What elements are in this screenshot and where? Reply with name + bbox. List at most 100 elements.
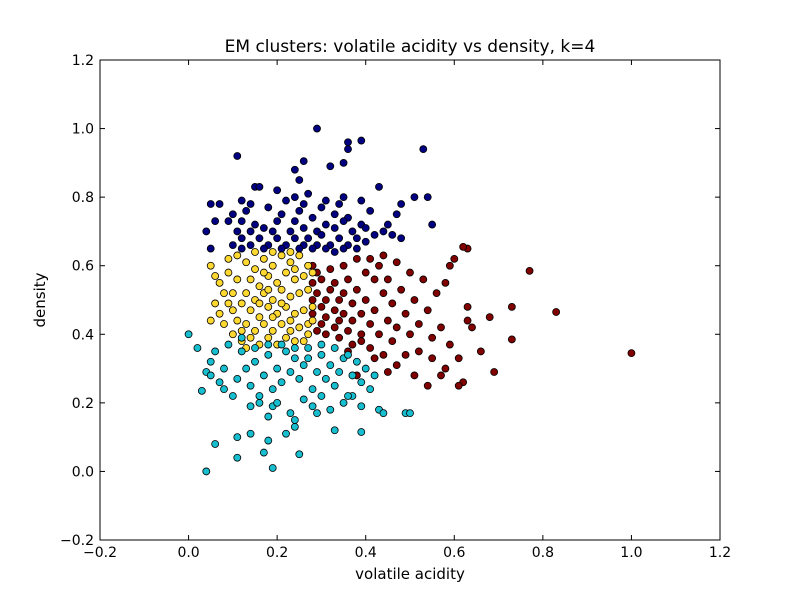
data-point-s1-86	[392, 361, 401, 370]
data-point-s1-30	[410, 296, 419, 304]
data-point-s1-81	[308, 309, 317, 318]
data-point-s1-27	[419, 275, 428, 284]
x-tick-label: 1.2	[709, 545, 731, 561]
data-point-s0-26	[246, 200, 255, 208]
data-point-s1-48	[366, 344, 375, 352]
data-point-s1-76	[317, 320, 326, 328]
data-point-s3-16	[290, 416, 299, 424]
data-point-s1-15	[450, 254, 459, 263]
data-point-s3-38	[259, 371, 268, 380]
data-point-s0-54	[246, 227, 255, 236]
data-point-s1-28	[414, 320, 423, 328]
data-point-s3-31	[220, 385, 228, 394]
data-point-s2-77	[255, 299, 264, 308]
data-point-s0-90	[339, 244, 348, 253]
data-point-s0-13	[295, 176, 304, 184]
data-point-s0-67	[290, 234, 299, 243]
data-point-s3-75	[237, 333, 246, 342]
data-point-s2-50	[277, 320, 286, 328]
data-point-s2-73	[259, 268, 268, 277]
data-point-s1-36	[392, 323, 401, 332]
data-point-s0-71	[352, 234, 361, 243]
data-point-s2-34	[268, 296, 277, 304]
data-point-s0-44	[273, 217, 282, 226]
data-point-s3-67	[251, 344, 259, 352]
data-point-s1-71	[326, 265, 335, 274]
data-point-s0-60	[330, 224, 339, 232]
data-point-s3-63	[370, 371, 379, 380]
data-point-s0-87	[295, 244, 304, 253]
data-point-s1-16	[454, 354, 463, 363]
data-point-s3-79	[317, 392, 326, 400]
data-point-s2-16	[242, 258, 251, 267]
data-point-s3-6	[264, 436, 273, 445]
data-point-s3-65	[220, 364, 228, 373]
data-point-s0-19	[423, 193, 432, 202]
data-point-s2-18	[259, 254, 268, 263]
data-point-s3-41	[273, 364, 282, 373]
data-point-s3-76	[224, 340, 233, 349]
data-point-s1-47	[370, 275, 379, 284]
data-point-s3-18	[255, 398, 264, 407]
data-point-s2-70	[251, 248, 259, 256]
data-point-s1-23	[428, 354, 437, 363]
points-layer	[184, 124, 636, 476]
data-point-s2-7	[237, 326, 246, 335]
data-point-s3-39	[264, 350, 273, 359]
data-point-s0-88	[308, 244, 317, 253]
data-point-s3-17	[264, 412, 273, 421]
data-point-s3-47	[299, 361, 308, 370]
plot-frame	[99, 59, 721, 541]
x-tick-label: 0.2	[266, 545, 288, 561]
data-point-s3-4	[295, 450, 304, 459]
data-point-s1-51	[361, 268, 370, 277]
data-point-s2-44	[290, 309, 299, 318]
data-point-s0-63	[379, 227, 388, 236]
data-point-s2-59	[290, 337, 299, 346]
data-point-s0-9	[290, 165, 299, 174]
data-point-s3-35	[246, 381, 255, 390]
data-point-s0-24	[206, 200, 215, 208]
data-point-s3-70	[290, 344, 299, 352]
data-point-s3-7	[282, 429, 290, 438]
data-point-s1-18	[445, 340, 454, 349]
data-point-s1-60	[344, 326, 352, 335]
data-point-s0-83	[361, 237, 370, 246]
data-point-s1-57	[348, 316, 357, 325]
data-point-s2-40	[255, 313, 264, 322]
data-point-s0-27	[299, 200, 308, 208]
data-point-s1-39	[388, 299, 397, 308]
data-point-s2-38	[304, 285, 313, 294]
data-point-s2-60	[299, 337, 308, 346]
x-tick-label: 0.8	[532, 545, 554, 561]
data-point-s3-12	[330, 426, 339, 435]
data-point-s0-40	[211, 217, 220, 226]
data-point-s0-38	[366, 206, 375, 215]
data-point-s1-69	[330, 306, 339, 315]
data-point-s3-61	[361, 364, 370, 373]
data-point-s1-20	[437, 371, 445, 380]
y-tick-label: 0.4	[72, 327, 94, 343]
data-point-s0-28	[335, 200, 344, 208]
data-point-s1-75	[317, 275, 326, 284]
data-point-s0-21	[282, 196, 290, 205]
data-point-s1-74	[321, 296, 330, 304]
data-point-s1-4	[507, 335, 516, 344]
data-point-s2-76	[286, 316, 295, 325]
data-point-s3-25	[184, 330, 193, 339]
data-point-s3-8	[233, 433, 242, 442]
data-point-s1-9	[459, 242, 468, 251]
data-point-s3-62	[366, 385, 375, 394]
data-point-s2-31	[242, 289, 251, 298]
data-point-s0-7	[339, 158, 348, 167]
data-point-s2-46	[242, 320, 251, 328]
data-point-s2-11	[220, 320, 228, 328]
data-point-s0-22	[321, 196, 330, 205]
data-point-s3-68	[264, 340, 273, 349]
data-point-s2-48	[259, 320, 268, 328]
data-point-s3-1	[268, 464, 277, 472]
data-point-s0-17	[339, 193, 348, 202]
data-point-s1-11	[454, 381, 463, 390]
data-point-s0-18	[410, 193, 419, 202]
